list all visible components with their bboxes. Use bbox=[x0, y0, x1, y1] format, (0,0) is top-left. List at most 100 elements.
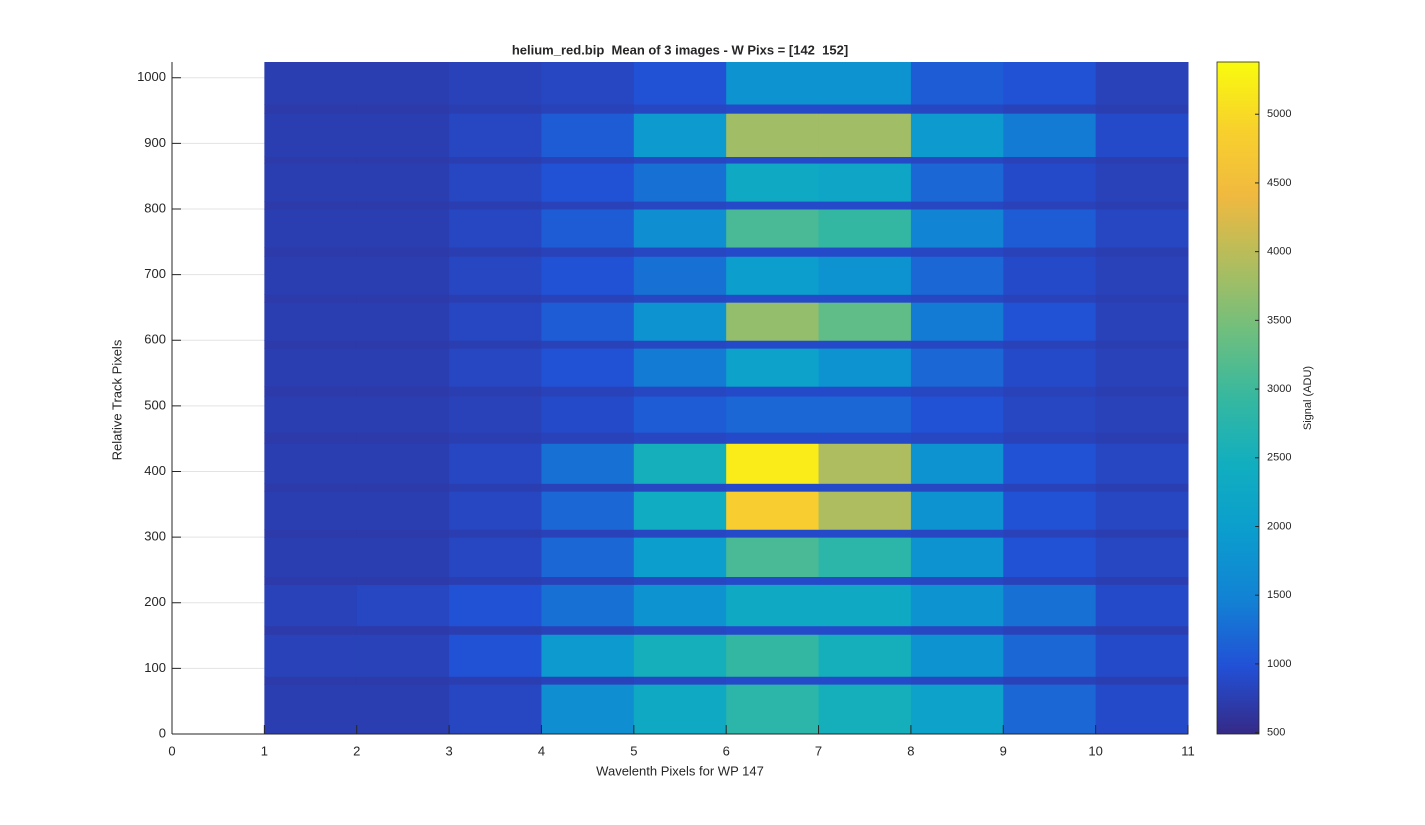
x-tick-label: 3 bbox=[445, 743, 452, 758]
heatmap-cell bbox=[1095, 348, 1189, 387]
heatmap-cell bbox=[356, 62, 450, 105]
heatmap-cell bbox=[1095, 537, 1189, 577]
x-tick-label: 4 bbox=[538, 743, 545, 758]
heatmap-cell bbox=[356, 340, 450, 349]
heatmap-cell bbox=[633, 432, 727, 444]
x-tick-label: 2 bbox=[353, 743, 360, 758]
heatmap-cell bbox=[726, 576, 820, 585]
heatmap-cell bbox=[356, 676, 450, 685]
chart-title: helium_red.bip Mean of 3 images - W Pixs… bbox=[512, 42, 848, 57]
heatmap-cell bbox=[818, 625, 912, 635]
heatmap-cell bbox=[726, 396, 820, 433]
heatmap-cell bbox=[726, 634, 820, 677]
heatmap-cell bbox=[1095, 386, 1189, 397]
heatmap-cell bbox=[1003, 432, 1097, 444]
heatmap-cell bbox=[541, 625, 635, 635]
heatmap-cell bbox=[1003, 483, 1097, 492]
heatmap-cell bbox=[264, 584, 358, 627]
heatmap-cell bbox=[264, 62, 358, 105]
heatmap-cell bbox=[910, 163, 1004, 202]
heatmap-cell bbox=[910, 584, 1004, 627]
colorbar-tick-label: 1500 bbox=[1267, 589, 1291, 601]
heatmap-cell bbox=[541, 348, 635, 387]
heatmap-cell bbox=[910, 62, 1004, 105]
heatmap-cell bbox=[818, 584, 912, 627]
heatmap-cell bbox=[356, 529, 450, 538]
heatmap-cell bbox=[910, 396, 1004, 433]
heatmap-cell bbox=[541, 676, 635, 685]
heatmap-cell bbox=[449, 156, 542, 164]
heatmap-cell bbox=[541, 247, 635, 257]
heatmap-cell bbox=[1003, 201, 1097, 210]
heatmap-cell bbox=[356, 584, 450, 627]
heatmap-cell bbox=[633, 209, 727, 248]
heatmap-cell bbox=[726, 340, 820, 349]
y-tick-label: 1000 bbox=[137, 69, 166, 84]
heatmap-cell bbox=[264, 676, 358, 685]
heatmap-cell bbox=[818, 104, 912, 114]
heatmap-cell bbox=[264, 302, 358, 341]
colorbar-tick-label: 2000 bbox=[1267, 520, 1291, 532]
heatmap-cell bbox=[818, 634, 912, 677]
heatmap-cell bbox=[449, 348, 542, 387]
heatmap-cell bbox=[1003, 302, 1097, 341]
heatmap-cell bbox=[541, 483, 635, 492]
heatmap-cell bbox=[541, 201, 635, 210]
heatmap-cell bbox=[264, 432, 358, 444]
heatmap-cell bbox=[1095, 432, 1189, 444]
y-tick-label: 300 bbox=[144, 529, 166, 544]
heatmap-cell bbox=[449, 386, 542, 397]
heatmap-cell bbox=[541, 104, 635, 114]
heatmap-cell bbox=[910, 156, 1004, 164]
heatmap-cell bbox=[1003, 537, 1097, 577]
colorbar-tick-label: 5000 bbox=[1267, 108, 1291, 120]
heatmap-cell bbox=[356, 302, 450, 341]
heatmap-cell bbox=[449, 302, 542, 341]
x-tick-label: 0 bbox=[168, 743, 175, 758]
heatmap-cell bbox=[356, 201, 450, 210]
heatmap-cell bbox=[356, 209, 450, 248]
heatmap-cell bbox=[264, 294, 358, 303]
y-tick-label: 200 bbox=[144, 594, 166, 609]
heatmap-cell bbox=[1003, 386, 1097, 397]
heatmap-cell bbox=[1003, 576, 1097, 585]
heatmap-cell bbox=[356, 443, 450, 484]
heatmap-cell bbox=[1003, 684, 1097, 735]
colorbar-tick-label: 3500 bbox=[1267, 314, 1291, 326]
colorbar-tick-label: 2500 bbox=[1267, 452, 1291, 464]
heatmap-cell bbox=[449, 256, 542, 295]
heatmap-cell bbox=[449, 340, 542, 349]
x-tick-label: 7 bbox=[815, 743, 822, 758]
x-tick-label: 10 bbox=[1088, 743, 1102, 758]
heatmap-cell bbox=[818, 483, 912, 492]
y-tick-label: 600 bbox=[144, 332, 166, 347]
heatmap-cell bbox=[1003, 163, 1097, 202]
heatmap-cell bbox=[541, 684, 635, 735]
heatmap-cell bbox=[1003, 113, 1097, 157]
heatmap-cell bbox=[541, 584, 635, 627]
heatmap-cell bbox=[633, 625, 727, 635]
heatmap-cell bbox=[910, 104, 1004, 114]
y-tick-label: 800 bbox=[144, 200, 166, 215]
heatmap-cell bbox=[264, 386, 358, 397]
heatmap-cell bbox=[818, 113, 912, 157]
heatmap-cell bbox=[818, 529, 912, 538]
heatmap-cell bbox=[726, 247, 820, 257]
x-tick-label: 9 bbox=[1000, 743, 1007, 758]
colorbar-tick-label: 4500 bbox=[1267, 177, 1291, 189]
heatmap-cell bbox=[449, 625, 542, 635]
heatmap-cell bbox=[449, 576, 542, 585]
heatmap-cell bbox=[264, 104, 358, 114]
heatmap-cell bbox=[910, 432, 1004, 444]
heatmap-cell bbox=[541, 62, 635, 105]
heatmap-cell bbox=[1095, 209, 1189, 248]
heatmap-cell bbox=[264, 396, 358, 433]
heatmap-cell bbox=[726, 256, 820, 295]
heatmap-cell bbox=[726, 491, 820, 530]
heatmap-cell bbox=[633, 348, 727, 387]
heatmap-cell bbox=[726, 294, 820, 303]
heatmap-cell bbox=[910, 676, 1004, 685]
colorbar bbox=[1216, 61, 1260, 735]
heatmap-cell bbox=[449, 537, 542, 577]
heatmap-cell bbox=[818, 396, 912, 433]
